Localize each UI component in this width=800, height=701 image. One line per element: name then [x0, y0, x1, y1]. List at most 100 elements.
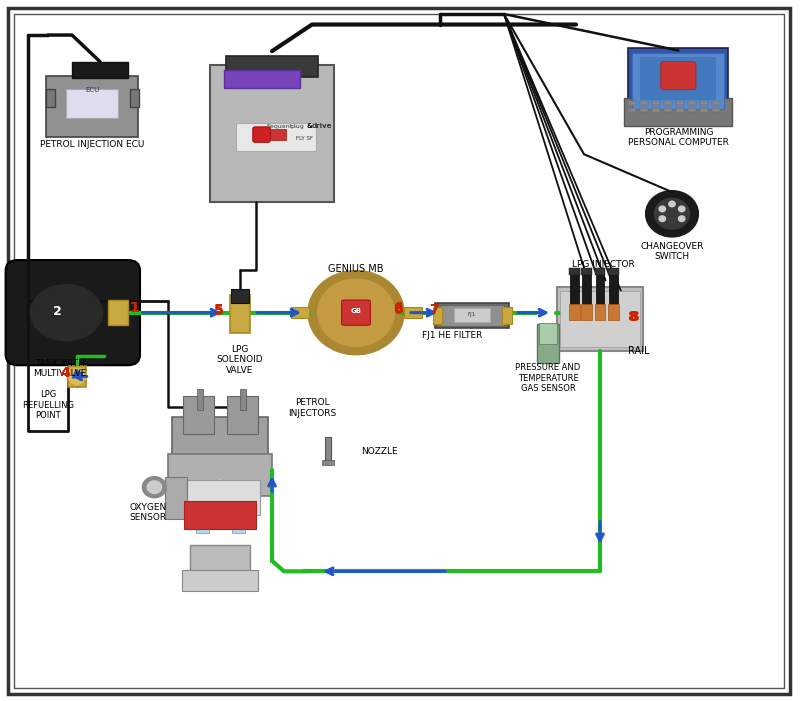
FancyBboxPatch shape [557, 287, 643, 351]
FancyBboxPatch shape [609, 304, 619, 320]
FancyBboxPatch shape [197, 389, 203, 410]
Text: FJ1 HE FILTER: FJ1 HE FILTER [422, 331, 482, 340]
FancyBboxPatch shape [502, 307, 512, 324]
FancyBboxPatch shape [232, 502, 245, 533]
Text: Sequent: Sequent [266, 123, 293, 129]
Text: 1: 1 [130, 301, 139, 315]
FancyBboxPatch shape [230, 294, 250, 333]
FancyBboxPatch shape [108, 300, 128, 325]
FancyBboxPatch shape [676, 101, 685, 105]
FancyBboxPatch shape [664, 108, 673, 112]
FancyBboxPatch shape [699, 101, 709, 105]
FancyBboxPatch shape [440, 305, 504, 326]
Text: 6: 6 [394, 301, 403, 315]
Text: 5: 5 [214, 304, 224, 318]
FancyBboxPatch shape [609, 268, 619, 275]
FancyBboxPatch shape [610, 271, 618, 304]
Text: 8: 8 [627, 310, 637, 324]
FancyBboxPatch shape [322, 460, 334, 465]
FancyBboxPatch shape [253, 127, 270, 142]
Text: 1: 1 [130, 301, 139, 315]
FancyBboxPatch shape [629, 48, 728, 113]
FancyBboxPatch shape [661, 62, 696, 90]
FancyBboxPatch shape [435, 303, 509, 328]
FancyBboxPatch shape [712, 108, 721, 112]
Text: 7: 7 [430, 303, 439, 317]
FancyBboxPatch shape [6, 260, 140, 365]
Circle shape [147, 481, 162, 494]
Ellipse shape [30, 285, 102, 341]
Text: 6: 6 [394, 303, 403, 317]
Text: plug: plug [290, 123, 304, 129]
FancyBboxPatch shape [652, 108, 661, 112]
FancyBboxPatch shape [404, 307, 422, 318]
FancyBboxPatch shape [325, 437, 331, 463]
FancyBboxPatch shape [46, 76, 138, 137]
FancyBboxPatch shape [190, 545, 250, 579]
FancyBboxPatch shape [236, 123, 316, 151]
FancyBboxPatch shape [66, 89, 118, 118]
FancyBboxPatch shape [539, 323, 557, 344]
FancyBboxPatch shape [240, 389, 246, 410]
Text: 4: 4 [61, 366, 70, 380]
FancyBboxPatch shape [196, 502, 209, 533]
Text: PETROL INJECTION ECU: PETROL INJECTION ECU [40, 140, 144, 149]
Text: FJ1: FJ1 [468, 312, 476, 318]
FancyBboxPatch shape [226, 56, 318, 77]
FancyBboxPatch shape [183, 395, 214, 435]
FancyBboxPatch shape [640, 108, 649, 112]
FancyBboxPatch shape [652, 101, 661, 105]
Text: LPG INJECTOR: LPG INJECTOR [572, 261, 634, 269]
Text: &: & [306, 123, 312, 129]
FancyBboxPatch shape [165, 477, 187, 519]
FancyBboxPatch shape [595, 304, 606, 320]
Text: GB: GB [350, 308, 362, 314]
FancyBboxPatch shape [712, 101, 721, 105]
FancyBboxPatch shape [628, 108, 637, 112]
Text: drive: drive [312, 123, 333, 129]
Text: RAIL: RAIL [628, 346, 650, 355]
Text: OXYGEN
SENSOR: OXYGEN SENSOR [130, 503, 166, 522]
FancyBboxPatch shape [560, 291, 640, 347]
Circle shape [659, 206, 666, 212]
FancyBboxPatch shape [182, 570, 258, 591]
Circle shape [318, 279, 394, 346]
Circle shape [142, 477, 166, 498]
Text: FLY SF: FLY SF [296, 135, 313, 141]
FancyBboxPatch shape [454, 308, 490, 322]
Text: 5: 5 [214, 303, 224, 317]
Text: PRESSURE AND
TEMPERATURE
GAS SENSOR: PRESSURE AND TEMPERATURE GAS SENSOR [515, 363, 581, 393]
FancyBboxPatch shape [581, 268, 592, 275]
FancyBboxPatch shape [130, 89, 139, 107]
FancyBboxPatch shape [664, 101, 673, 105]
FancyBboxPatch shape [291, 307, 309, 318]
FancyBboxPatch shape [537, 324, 559, 363]
Text: LPG
REFUELLING
POINT: LPG REFUELLING POINT [22, 390, 74, 421]
FancyBboxPatch shape [68, 366, 86, 387]
Circle shape [659, 216, 666, 222]
Circle shape [646, 191, 698, 237]
Text: 8: 8 [630, 310, 639, 324]
Text: NOZZLE: NOZZLE [362, 447, 398, 456]
FancyBboxPatch shape [628, 101, 637, 105]
FancyBboxPatch shape [624, 98, 733, 126]
Text: PROGRAMMING
PERSONAL COMPUTER: PROGRAMMING PERSONAL COMPUTER [628, 128, 729, 147]
Text: 7: 7 [430, 303, 439, 317]
FancyBboxPatch shape [595, 271, 605, 304]
Text: GENIUS MB: GENIUS MB [328, 264, 384, 274]
FancyBboxPatch shape [688, 108, 697, 112]
Circle shape [654, 198, 690, 229]
FancyBboxPatch shape [640, 101, 649, 105]
FancyBboxPatch shape [224, 70, 301, 88]
Circle shape [68, 369, 86, 384]
FancyBboxPatch shape [570, 271, 579, 304]
FancyBboxPatch shape [632, 53, 725, 109]
FancyBboxPatch shape [72, 62, 128, 78]
FancyBboxPatch shape [168, 454, 272, 496]
Circle shape [678, 216, 685, 222]
FancyBboxPatch shape [342, 300, 370, 325]
FancyBboxPatch shape [581, 304, 592, 320]
FancyBboxPatch shape [688, 101, 697, 105]
FancyBboxPatch shape [570, 268, 579, 275]
FancyBboxPatch shape [184, 501, 256, 529]
